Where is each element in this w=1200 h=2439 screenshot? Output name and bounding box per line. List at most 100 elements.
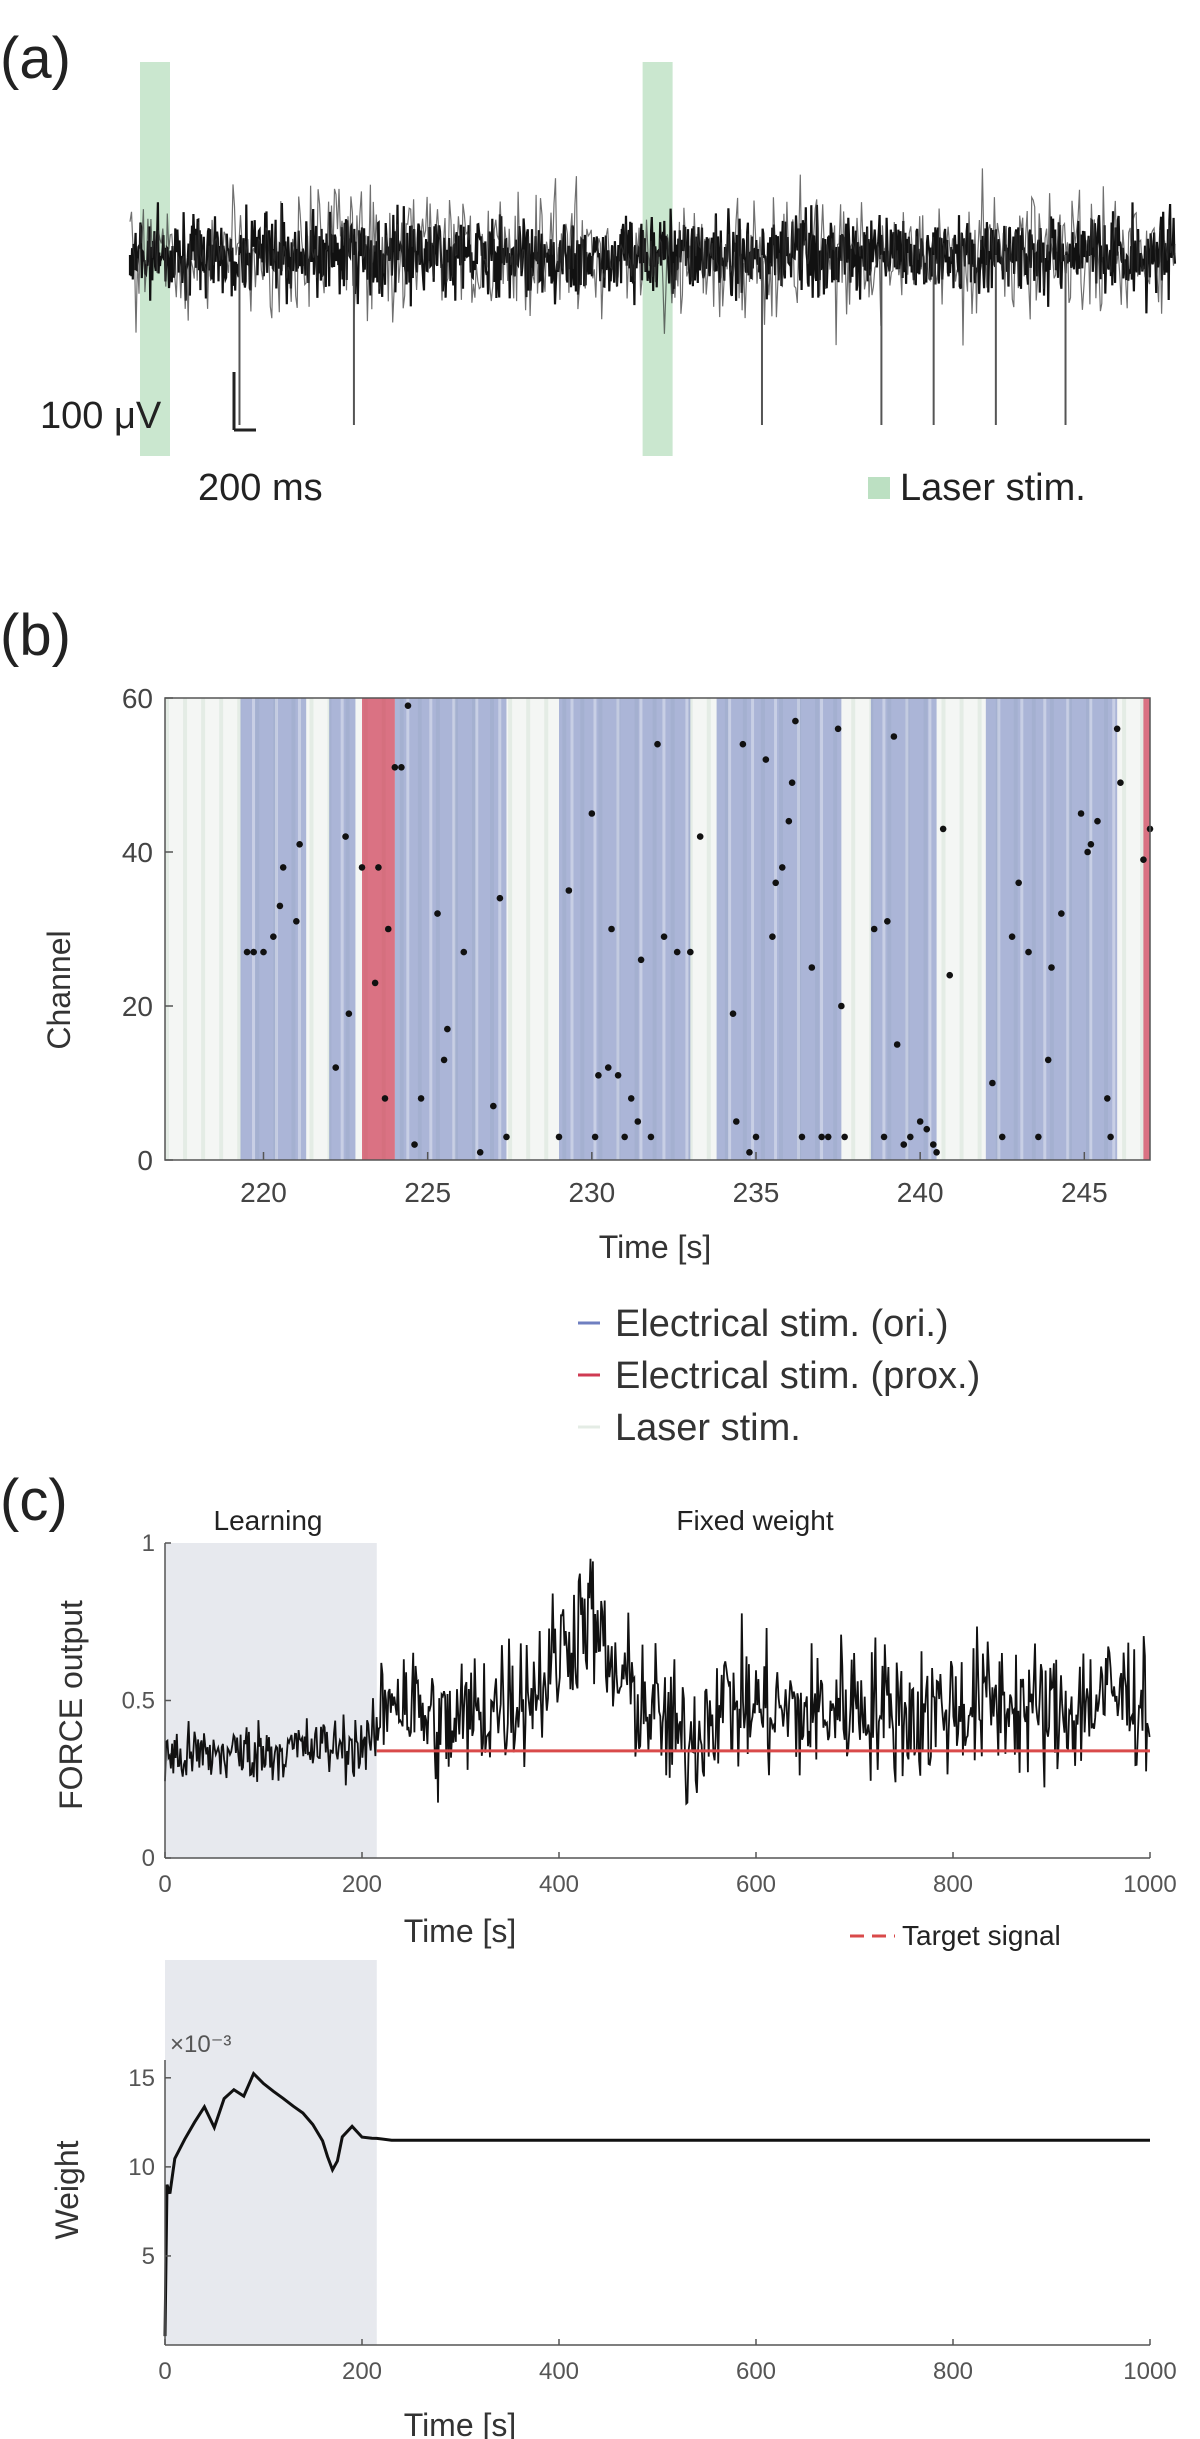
y-tick-label: 1: [142, 1530, 155, 1557]
spike-point: [627, 1095, 635, 1102]
spike-point: [769, 933, 776, 940]
elec-ori-block: [716, 698, 842, 1160]
elec-ori-gap: [928, 698, 932, 1160]
spike-point: [1094, 817, 1101, 825]
y-tick-label: 0: [142, 1845, 155, 1872]
x-tick-label: 600: [736, 2358, 776, 2385]
laser-stim-stripe: [309, 698, 314, 1160]
x-tick-label: 240: [897, 1177, 944, 1208]
spike-point: [841, 1133, 848, 1141]
spike-point: [1117, 779, 1124, 786]
panel-a-scale-bar: 100 μV 200 ms: [40, 372, 323, 509]
elec-ori-gap: [1112, 698, 1116, 1160]
elec-ori-gap: [406, 698, 410, 1160]
voltage-trace-noise: [129, 168, 1176, 346]
spike-point: [555, 1133, 563, 1141]
panel-b-label: (b): [0, 603, 71, 668]
panel-c-top-ylabel: FORCE output: [53, 1600, 89, 1810]
laser-stim-stripe: [508, 698, 513, 1160]
laser-stim-stripe: [959, 698, 964, 1160]
elec-ori-gap: [662, 698, 666, 1160]
spike-point: [1107, 1133, 1114, 1141]
spike-point: [907, 1133, 914, 1141]
spike-point: [614, 1072, 622, 1079]
x-tick-label: 230: [568, 1177, 615, 1208]
spike-point: [1048, 964, 1055, 971]
spike-point: [460, 948, 468, 956]
y-tick-label: 5: [142, 2243, 155, 2270]
panel-c-legend: Target signal: [850, 1920, 1061, 1951]
spike-point: [772, 879, 779, 887]
y-tick-label: 0.5: [122, 1688, 155, 1715]
spike-point: [1104, 1095, 1111, 1102]
spike-point: [296, 841, 303, 848]
spike-point: [946, 971, 954, 979]
spike-point: [673, 948, 681, 956]
spike-point: [890, 733, 898, 740]
elec-ori-gap: [820, 698, 824, 1160]
panel-b-xlabel: Time [s]: [599, 1229, 712, 1265]
x-tick-label: 245: [1061, 1177, 1108, 1208]
spike-point: [647, 1133, 655, 1141]
spike-point: [989, 1079, 996, 1087]
y-tick-label: 15: [128, 2065, 155, 2092]
spike-point: [900, 1141, 908, 1148]
y-tick-label: 0: [137, 1145, 153, 1176]
spike-point: [696, 833, 704, 840]
panel-a-legend: Laser stim.: [868, 467, 1086, 509]
laser-stim-stripe: [544, 698, 549, 1160]
elec-ori-gap: [252, 698, 256, 1160]
panel-a-trace-chart: [128, 62, 1177, 456]
spike-point: [687, 948, 694, 956]
elec-ori-gap: [685, 698, 689, 1160]
laser-stim-stripe: [526, 698, 531, 1160]
x-tick-label: 800: [933, 2358, 973, 2385]
laser-stim-stripe: [977, 698, 982, 1160]
x-tick-label: 1000: [1123, 1871, 1176, 1898]
spike-point: [824, 1133, 832, 1141]
panel-c-bottom-ylabel: Weight: [49, 2140, 85, 2239]
spike-point: [884, 918, 891, 925]
spike-point: [270, 933, 277, 940]
y-tick-label: 60: [122, 683, 153, 714]
y-tick-label: 20: [122, 991, 153, 1022]
elec-ori-gap: [882, 698, 886, 1160]
spike-point: [1140, 856, 1147, 863]
force-output-line: [164, 1558, 1151, 1806]
weight-line: [163, 2070, 1150, 2337]
elec-ori-gap: [498, 698, 502, 1160]
elec-ori-gap: [639, 698, 643, 1160]
elec-ori-block: [394, 698, 507, 1160]
spike-point: [1044, 1056, 1052, 1064]
spike-point: [621, 1133, 628, 1141]
x-tick-label: 800: [933, 1871, 973, 1898]
x-tick-label: 600: [736, 1871, 776, 1898]
spike-point: [384, 925, 392, 933]
spike-point: [342, 833, 349, 840]
spike-point: [1035, 1133, 1042, 1141]
spike-point: [1025, 948, 1032, 956]
legend-elec-prox-label: Electrical stim. (prox.): [615, 1355, 980, 1397]
x-tick-label: 200: [342, 2358, 382, 2385]
spike-point: [933, 1149, 940, 1156]
elec-ori-gap: [297, 698, 301, 1160]
legend-laser-swatch: [868, 477, 890, 499]
phase-fixed-label: Fixed weight: [676, 1505, 833, 1536]
laser-stim-stripe: [851, 698, 856, 1160]
spike-point: [838, 1002, 845, 1010]
spike-point: [1058, 910, 1065, 917]
laser-stim-stripe: [201, 698, 206, 1160]
spike-point: [496, 894, 504, 902]
spike-point: [595, 1072, 602, 1079]
spike-point: [490, 1102, 497, 1110]
x-tick-label: 400: [539, 1871, 579, 1898]
elec-ori-gap: [274, 698, 278, 1160]
panel-c-top-xlabel: Time [s]: [404, 1913, 517, 1949]
elec-ori-gap: [429, 698, 433, 1160]
spike-point: [1087, 841, 1095, 848]
spike-point: [608, 925, 615, 933]
spike-point: [870, 925, 878, 933]
elec-prox-block: [1143, 698, 1150, 1160]
legend-laser-label: Laser stim.: [900, 467, 1086, 509]
laser-stim-stripe: [165, 698, 169, 1160]
